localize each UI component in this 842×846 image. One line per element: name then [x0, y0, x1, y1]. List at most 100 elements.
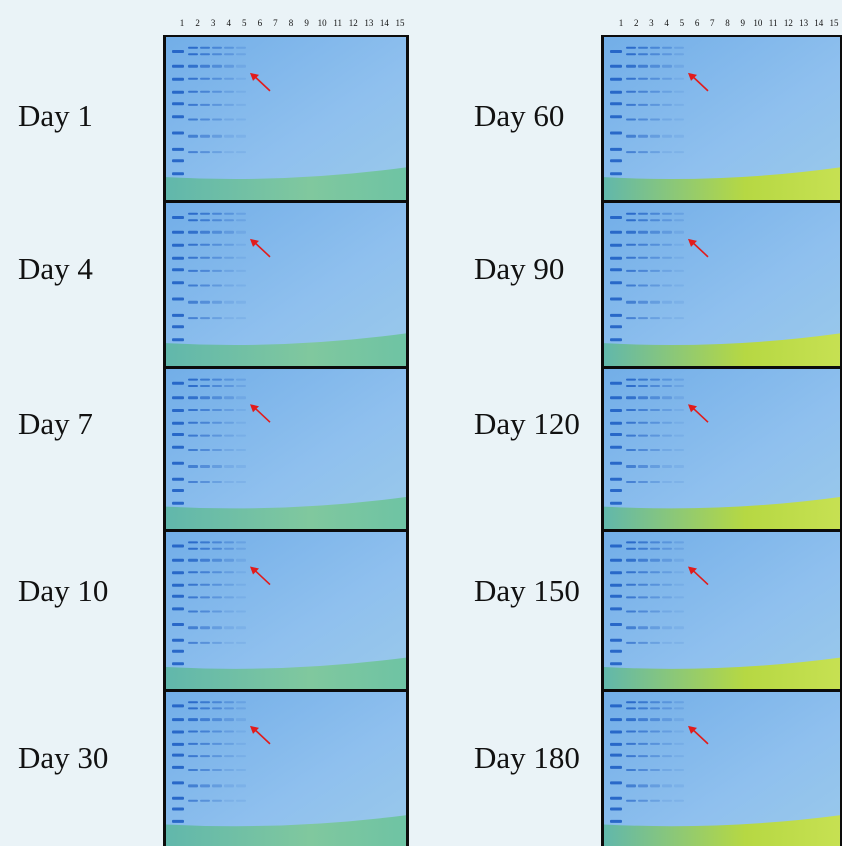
sample-band [224, 134, 234, 138]
ladder-band [610, 409, 622, 412]
sample-band [662, 378, 672, 381]
sample-band [638, 53, 648, 56]
sample-band [212, 269, 222, 272]
sample-band [224, 730, 234, 733]
sample-band [650, 103, 660, 106]
sample-band [224, 718, 234, 722]
sample-band [224, 701, 234, 704]
ladder-band [610, 216, 622, 220]
sample-band [626, 243, 636, 246]
sample-band [188, 769, 198, 771]
sample-band [638, 378, 648, 381]
sample-band [212, 64, 222, 68]
sample-band [674, 481, 684, 483]
sample-band [662, 90, 672, 93]
sample-band [224, 541, 234, 544]
sample-band [626, 718, 636, 722]
sample-band [674, 701, 684, 704]
sample-band [224, 396, 234, 400]
ladder-band [172, 131, 184, 135]
sample-band [200, 742, 210, 745]
sample-band [674, 53, 684, 56]
ladder-band [172, 77, 184, 81]
sample-band [650, 465, 660, 468]
sample-band [188, 46, 198, 49]
ladder-band [610, 338, 622, 342]
sample-band [650, 784, 660, 788]
sample-band [638, 583, 648, 586]
ladder-band [610, 594, 622, 598]
sample-band [224, 799, 234, 802]
sample-band [224, 742, 234, 745]
sample-band [638, 269, 648, 272]
sample-band [650, 90, 660, 93]
gel-panel [604, 692, 840, 846]
sample-band [626, 784, 636, 788]
ladder-band [172, 461, 184, 465]
gel-panel [166, 369, 406, 529]
sample-band [188, 269, 198, 272]
gel-image [604, 692, 840, 846]
sample-band [626, 641, 636, 644]
sample-band [626, 465, 636, 468]
sample-band [236, 230, 246, 234]
ladder-band [172, 433, 184, 436]
sample-band [638, 243, 648, 246]
lane-number: 15 [829, 18, 839, 28]
sample-band [626, 118, 636, 121]
sample-band [626, 626, 636, 630]
dye-front [604, 815, 840, 846]
lane-number: 1 [179, 18, 185, 28]
sample-band [236, 46, 246, 49]
sample-band [200, 641, 210, 644]
sample-band [626, 481, 636, 483]
sample-band [662, 230, 672, 234]
ladder-band [172, 796, 184, 800]
gel-image [604, 203, 840, 366]
sample-band [188, 134, 198, 138]
sample-band [212, 784, 222, 788]
sample-band [212, 558, 222, 562]
sample-band [638, 421, 648, 424]
sample-band [674, 718, 684, 722]
sample-band [188, 755, 198, 758]
ladder-band [172, 268, 184, 272]
ladder-band [610, 421, 622, 425]
sample-band [212, 103, 222, 106]
sample-band [236, 449, 246, 451]
sample-band [212, 434, 222, 437]
sample-band [674, 134, 684, 138]
sample-band [224, 53, 234, 56]
sample-band [200, 219, 210, 222]
sample-band [236, 465, 246, 468]
sample-band [674, 77, 684, 80]
ladder-band [172, 421, 184, 425]
sample-band [674, 610, 684, 613]
ladder-band [172, 594, 184, 598]
sample-band [650, 701, 660, 704]
lane-number: 13 [799, 18, 809, 28]
sample-band [224, 243, 234, 246]
sample-band [626, 46, 636, 49]
sample-band [674, 317, 684, 320]
lane-number: 10 [753, 18, 763, 28]
sample-band [188, 784, 198, 788]
sample-band [674, 243, 684, 246]
sample-band [212, 718, 222, 722]
sample-band [674, 103, 684, 106]
ladder-band [172, 704, 184, 708]
sample-band [188, 230, 198, 234]
sample-band [236, 300, 246, 304]
sample-band [188, 300, 198, 304]
sample-band [650, 256, 660, 259]
sample-band [662, 481, 672, 483]
sample-band [626, 571, 636, 574]
lane-number: 11 [333, 18, 343, 28]
sample-band [212, 541, 222, 544]
lane-number: 3 [649, 18, 654, 28]
sample-band [236, 541, 246, 544]
sample-band [674, 799, 684, 802]
ladder-band [172, 50, 184, 54]
sample-band [188, 558, 198, 562]
sample-band [626, 269, 636, 272]
